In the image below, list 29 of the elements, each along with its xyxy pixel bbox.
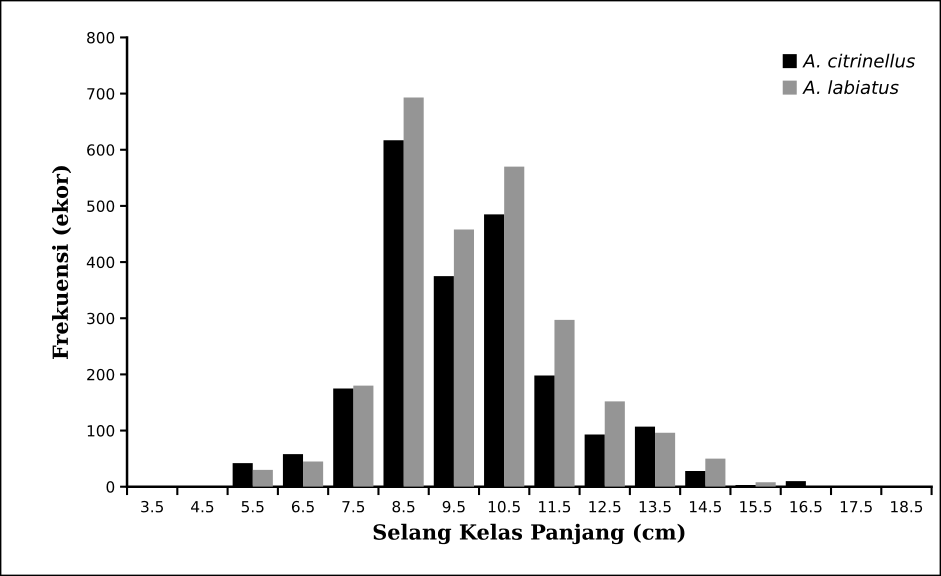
x-tick-label: 10.5 — [488, 500, 520, 512]
x-tick-label: 16.5 — [790, 500, 822, 512]
x-axis-title: Selang Kelas Panjang (cm) — [374, 524, 684, 544]
x-tick-label: 17.5 — [840, 501, 872, 512]
y-tick-label: 400 — [86, 256, 114, 268]
x-tick-label: 9.5 — [442, 500, 465, 512]
y-tick-label: 200 — [87, 368, 114, 380]
y-tick-label: 700 — [87, 88, 114, 100]
y-tick-label: 500 — [87, 200, 114, 212]
y-tick-label: 100 — [88, 425, 114, 437]
y-tick-label: 800 — [87, 32, 114, 44]
legend-label: A. labiatus — [802, 80, 899, 94]
x-tick-label: 14.5 — [690, 501, 721, 512]
y-axis-title: Frekuensi (ekor) — [52, 166, 72, 360]
x-tick-label: 18.5 — [891, 500, 922, 512]
x-tick-label: 8.5 — [392, 500, 414, 512]
x-tick-label: 3.5 — [141, 500, 163, 512]
y-tick-label: 0 — [106, 481, 114, 493]
x-tick-label: 13.5 — [640, 500, 671, 512]
x-tick-label: 4.5 — [191, 501, 214, 512]
x-tick-label: 12.5 — [589, 500, 620, 512]
legend-label: A. citrinellus — [802, 54, 915, 68]
x-tick-label: 6.5 — [292, 500, 314, 512]
x-tick-label: 11.5 — [539, 501, 570, 512]
y-tick-label: 300 — [87, 312, 114, 324]
x-tick-label: 5.5 — [242, 501, 264, 512]
x-tick-label: 15.5 — [740, 501, 772, 512]
y-tick-label: 600 — [87, 144, 114, 156]
x-tick-label: 7.5 — [342, 501, 364, 512]
